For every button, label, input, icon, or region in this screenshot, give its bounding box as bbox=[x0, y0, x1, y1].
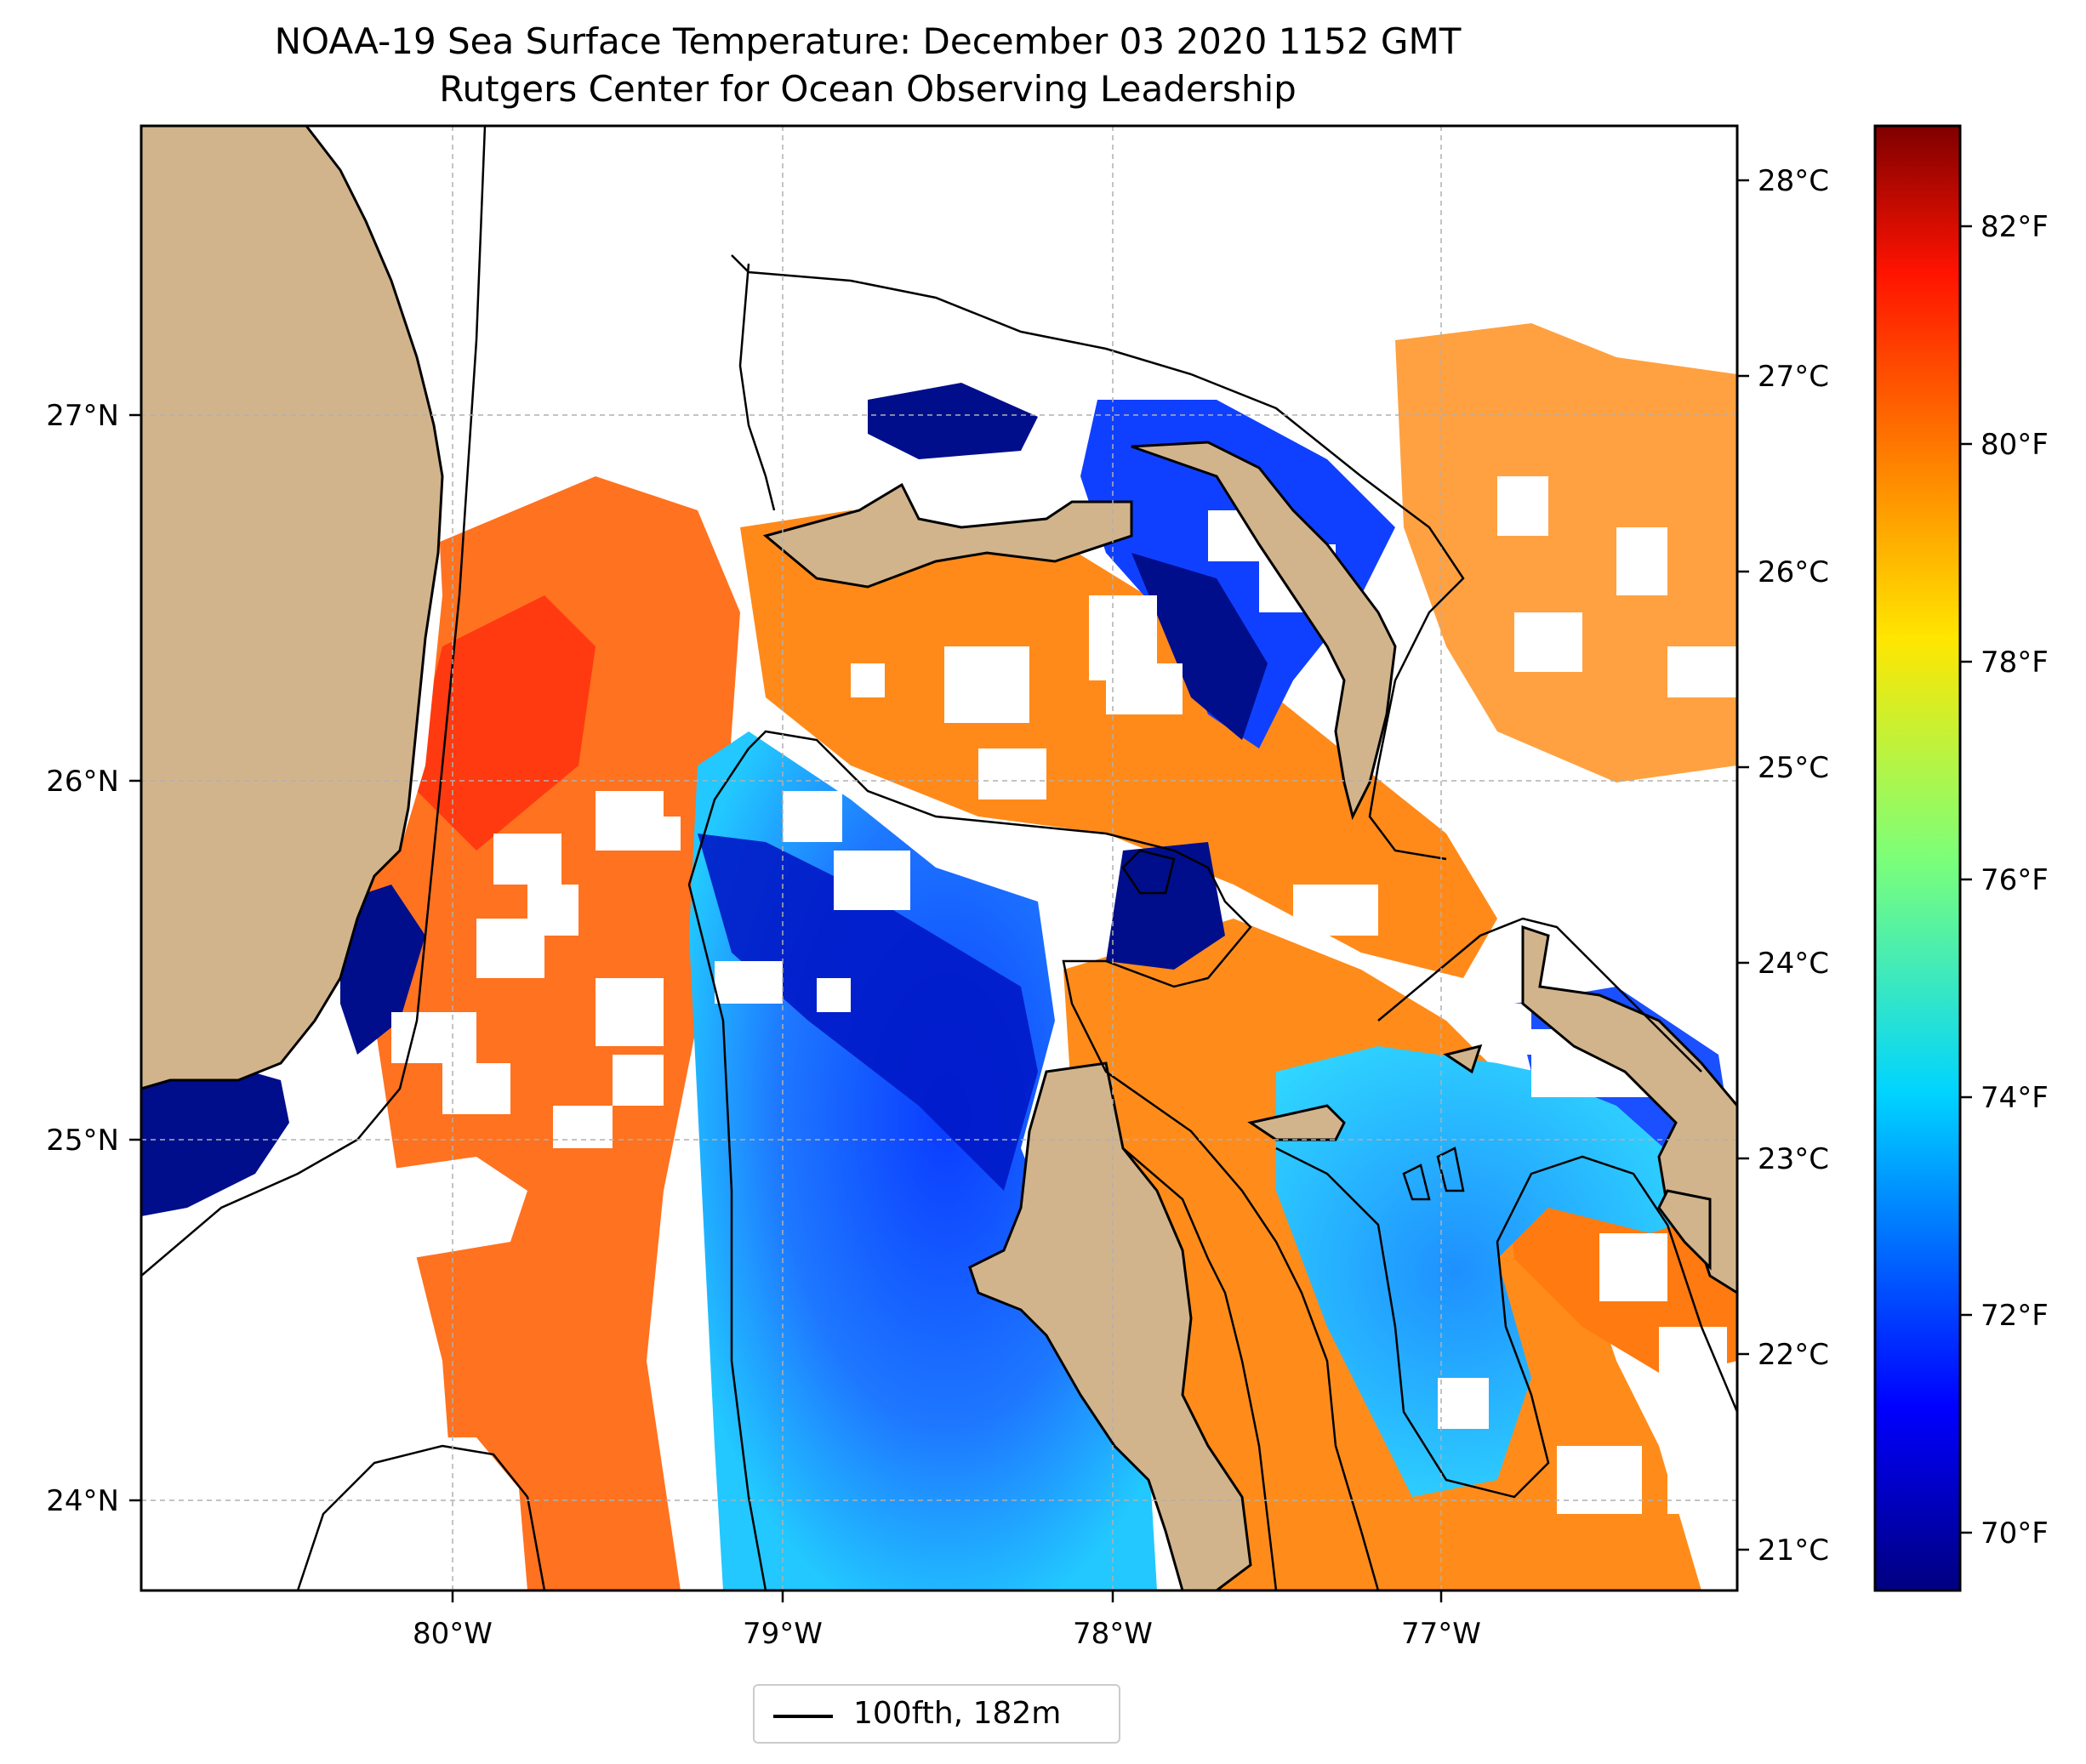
andros-north-cold bbox=[1106, 842, 1225, 970]
lat-tick-label: 24°N bbox=[46, 1484, 119, 1518]
lat-tick-label: 25°N bbox=[46, 1124, 119, 1158]
lat-tick-label: 26°N bbox=[46, 765, 119, 799]
graticule bbox=[141, 126, 1737, 1590]
florida-peninsula bbox=[141, 126, 444, 1090]
celsius-tick-label: 24°C bbox=[1758, 947, 1829, 981]
colorbar bbox=[1873, 124, 1962, 1592]
celsius-tick-label: 28°C bbox=[1758, 164, 1829, 198]
abaco-cold-core bbox=[1131, 553, 1268, 740]
small-cay bbox=[1443, 1044, 1483, 1074]
biscayne-cold bbox=[340, 885, 425, 1055]
fahrenheit-tick-label: 78°F bbox=[1981, 646, 2049, 680]
map-subtitle: Rutgers Center for Ocean Observing Leade… bbox=[439, 68, 1297, 110]
lat-tick-label: 27°N bbox=[46, 399, 119, 433]
grand-bahama bbox=[762, 482, 1133, 589]
legend-label: 100fth, 182m bbox=[853, 1696, 1062, 1731]
lon-tick-label: 78°W bbox=[1073, 1617, 1153, 1651]
northeast-warm bbox=[1395, 323, 1737, 782]
fahrenheit-tick-label: 72°F bbox=[1981, 1299, 2049, 1333]
fahrenheit-tick-label: 76°F bbox=[1981, 863, 2049, 897]
new-providence bbox=[1247, 1104, 1346, 1141]
celsius-tick-label: 26°C bbox=[1758, 555, 1829, 589]
land bbox=[141, 126, 1737, 1590]
celsius-tick-label: 27°C bbox=[1758, 360, 1829, 394]
celsius-tick-label: 22°C bbox=[1758, 1338, 1829, 1372]
lbb-cold-patch bbox=[868, 383, 1038, 459]
map-frame bbox=[140, 124, 1739, 1592]
lon-tick-label: 79°W bbox=[743, 1617, 823, 1651]
andros bbox=[968, 1061, 1252, 1590]
providence-channel-warm bbox=[740, 510, 1497, 978]
fahrenheit-tick-label: 74°F bbox=[1981, 1081, 2049, 1115]
lon-tick-label: 77°W bbox=[1401, 1617, 1481, 1651]
isobath-100fth bbox=[141, 126, 1737, 1590]
axis-ticks bbox=[129, 179, 1749, 1602]
legend-line-swatch bbox=[773, 1715, 833, 1718]
fahrenheit-tick-label: 82°F bbox=[1981, 210, 2049, 244]
abaco-bight-cool bbox=[1080, 400, 1395, 748]
sst-field bbox=[141, 126, 1737, 1590]
florida-bay-cold bbox=[141, 1063, 289, 1216]
abaco bbox=[1131, 441, 1397, 821]
celsius-tick-label: 25°C bbox=[1758, 751, 1829, 785]
map-title: NOAA-19 Sea Surface Temperature: Decembe… bbox=[274, 20, 1462, 62]
lon-tick-label: 80°W bbox=[413, 1617, 493, 1651]
gulf-stream-core bbox=[408, 595, 596, 851]
fahrenheit-tick-label: 80°F bbox=[1981, 428, 2049, 462]
legend: 100fth, 182m bbox=[753, 1684, 1120, 1744]
celsius-tick-label: 21°C bbox=[1758, 1534, 1829, 1568]
fahrenheit-tick-label: 70°F bbox=[1981, 1516, 2049, 1551]
colorbar-ticks bbox=[1960, 225, 1972, 1534]
cat-island bbox=[1657, 1189, 1712, 1271]
celsius-tick-label: 23°C bbox=[1758, 1142, 1829, 1176]
exuma-sound-cool bbox=[1276, 1046, 1727, 1497]
